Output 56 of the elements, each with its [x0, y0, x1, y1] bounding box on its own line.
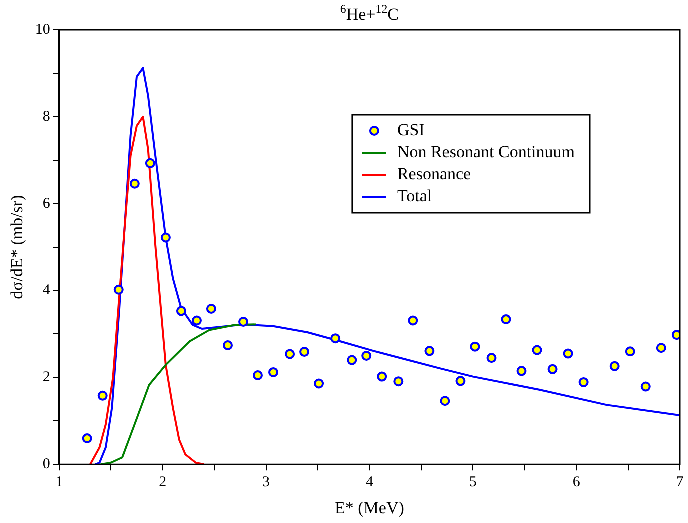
point	[330, 334, 341, 344]
y-tick-label: 4	[42, 282, 51, 299]
legend-label: Resonance	[397, 164, 472, 184]
point	[377, 372, 388, 382]
point	[656, 343, 666, 354]
point	[347, 355, 358, 366]
point	[640, 382, 651, 392]
point	[501, 314, 512, 324]
point	[268, 367, 279, 378]
point	[486, 353, 497, 364]
point	[114, 284, 124, 295]
x-axis-title: E* (MeV)	[334, 498, 404, 518]
point	[82, 434, 92, 444]
point	[252, 370, 263, 381]
point	[145, 158, 156, 168]
x-tick-label: 6	[572, 474, 581, 491]
y-axis-title: dσ/dE* (mb/sr)	[8, 195, 27, 300]
y-tick-label: 10	[35, 22, 50, 38]
x-tick-label: 1	[56, 474, 64, 491]
point	[222, 340, 233, 351]
point	[362, 350, 372, 361]
y-tick-label: 8	[42, 108, 50, 125]
point	[314, 378, 324, 389]
x-tick-label: 3	[262, 474, 270, 491]
point	[176, 306, 186, 316]
point	[440, 396, 450, 406]
point	[238, 317, 249, 328]
point	[578, 377, 589, 388]
point	[300, 347, 310, 358]
point	[625, 346, 636, 357]
point	[470, 342, 480, 352]
point	[456, 376, 466, 386]
point	[563, 348, 574, 359]
point	[98, 390, 108, 401]
point	[408, 316, 418, 326]
x-tick-label: 4	[366, 474, 374, 491]
y-tick-label: 0	[42, 456, 50, 473]
y-tick-label: 2	[42, 370, 50, 386]
point	[206, 304, 216, 314]
point	[424, 346, 435, 356]
point	[285, 349, 296, 360]
point	[548, 364, 558, 374]
legend-label: Total	[397, 186, 432, 206]
x-tick-label: 7	[676, 474, 684, 491]
x-tick-label: 2	[159, 474, 167, 491]
point	[610, 361, 620, 372]
legend-label: GSI	[397, 120, 426, 140]
legend-label: Non Resonant Continuum	[397, 142, 576, 162]
point	[130, 178, 140, 189]
point	[160, 232, 171, 243]
x-tick-label: 5	[469, 474, 477, 491]
point	[516, 366, 527, 376]
y-tick-label: 6	[42, 196, 51, 212]
point	[192, 316, 202, 326]
point	[532, 345, 542, 356]
point	[394, 376, 404, 387]
